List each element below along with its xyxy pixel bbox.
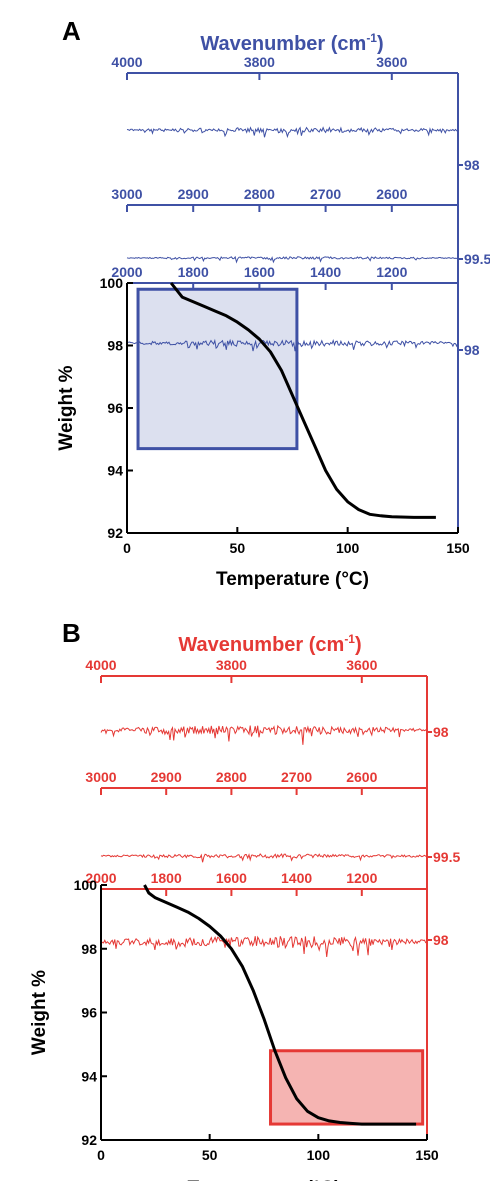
- tga-y-tick-label: 96: [107, 400, 123, 416]
- ir-tick-label: 2000: [111, 264, 142, 280]
- tga-y-tick-label: 92: [81, 1132, 97, 1148]
- panel-a: A Wavenumber (cm-1) 4000 3800 3600 98 3000 290…: [56, 16, 490, 590]
- tga-x-tick-label: 100: [336, 540, 360, 556]
- tga-y-tick-label: 92: [107, 525, 123, 541]
- tga-y-tick-label: 94: [107, 463, 123, 479]
- ir-spectrum-trace: [100, 853, 428, 863]
- panel-letter-a: A: [62, 16, 81, 46]
- tga-x-tick-label: 0: [123, 540, 131, 556]
- ir-tick-label: 1600: [216, 870, 247, 886]
- tga-x-axis-title: Temperature (°C): [216, 569, 369, 590]
- wavenumber-title: Wavenumber (cm-1): [200, 31, 383, 55]
- tga-weight-curve: [143, 884, 417, 1126]
- ir-right-label: 98: [433, 724, 449, 740]
- tga-x-tick-label: 100: [307, 1147, 331, 1163]
- ir-right-label: 98: [433, 932, 449, 948]
- panel-letter-b: B: [62, 618, 81, 648]
- ir-tick-label: 2000: [85, 870, 116, 886]
- ir-spectrum-trace: [126, 338, 459, 352]
- ir-tick-label: 2800: [244, 186, 275, 202]
- panel-b: B Wavenumber (cm-1) 4000 3800 3600 98 3000 290…: [29, 618, 460, 1181]
- ir-right-label: 98: [464, 342, 480, 358]
- tga-weight-curve: [169, 282, 436, 519]
- ir-right-label: 99.5: [433, 849, 460, 865]
- ir-tick-label: 4000: [85, 657, 116, 673]
- ir-tick-label: 2900: [151, 769, 182, 785]
- ir-tick-label: 1400: [310, 264, 341, 280]
- ir-tick-label: 3800: [216, 657, 247, 673]
- tga-y-tick-label: 100: [100, 275, 124, 291]
- ir-tick-label: 3800: [244, 54, 275, 70]
- ir-tick-label: 1400: [281, 870, 312, 886]
- tga-y-tick-label: 98: [107, 338, 123, 354]
- ir-tick-label: 3000: [85, 769, 116, 785]
- tga-y-axis-title: Weight %: [56, 365, 77, 450]
- ir-tick-label: 1600: [244, 264, 275, 280]
- tga-x-tick-label: 50: [202, 1147, 218, 1163]
- ir-tick-label: 2800: [216, 769, 247, 785]
- ir-right-label: 99.5: [464, 251, 490, 267]
- tga-y-tick-label: 96: [81, 1005, 97, 1021]
- ir-spectrum-trace: [100, 935, 428, 957]
- ir-tick-label: 2700: [310, 186, 341, 202]
- ir-right-label: 98: [464, 157, 480, 173]
- ir-tick-label: 1800: [178, 264, 209, 280]
- ir-spectrum-trace: [126, 255, 459, 264]
- tga-x-axis-title: Temperature (°C): [188, 1178, 341, 1181]
- ir-tick-label: 4000: [111, 54, 142, 70]
- ir-tick-label: 2700: [281, 769, 312, 785]
- ir-tick-label: 3600: [376, 54, 407, 70]
- ir-tick-label: 3000: [111, 186, 142, 202]
- highlight-region: [269, 1049, 425, 1126]
- tga-x-tick-label: 150: [446, 540, 470, 556]
- tga-y-tick-label: 100: [74, 877, 98, 893]
- ir-spectrum-trace: [126, 126, 459, 139]
- wavenumber-title: Wavenumber (cm-1): [178, 632, 361, 656]
- tga-x-tick-label: 150: [415, 1147, 439, 1163]
- ir-tick-label: 1200: [346, 870, 377, 886]
- tga-y-axis-title: Weight %: [29, 970, 50, 1055]
- ir-tick-label: 2900: [178, 186, 209, 202]
- tga-y-tick-label: 98: [81, 941, 97, 957]
- ir-tick-label: 1800: [151, 870, 182, 886]
- ir-tick-label: 2600: [376, 186, 407, 202]
- ir-tick-label: 3600: [346, 657, 377, 673]
- ir-spectrum-trace: [100, 724, 428, 745]
- ir-tick-label: 2600: [346, 769, 377, 785]
- ir-tick-label: 1200: [376, 264, 407, 280]
- highlight-region: [136, 287, 299, 451]
- tga-y-tick-label: 94: [81, 1068, 97, 1084]
- tga-x-tick-label: 50: [230, 540, 246, 556]
- tga-x-tick-label: 0: [97, 1147, 105, 1163]
